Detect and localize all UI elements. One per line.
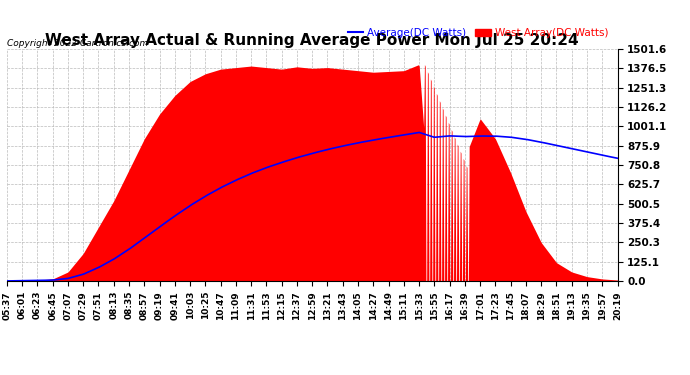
Text: Copyright 2022 Cartronics.com: Copyright 2022 Cartronics.com: [7, 39, 148, 48]
Legend: Average(DC Watts), West Array(DC Watts): Average(DC Watts), West Array(DC Watts): [344, 24, 612, 42]
Title: West Array Actual & Running Average Power Mon Jul 25 20:24: West Array Actual & Running Average Powe…: [46, 33, 579, 48]
